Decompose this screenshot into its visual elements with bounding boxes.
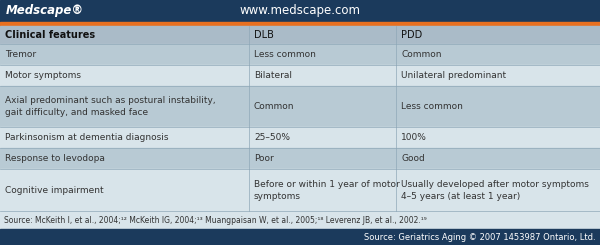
Text: Source: McKeith I, et al., 2004;¹² McKeith IG, 2004;¹³ Muangpaisan W, et al., 20: Source: McKeith I, et al., 2004;¹² McKei…: [4, 216, 427, 224]
Text: Unilateral predominant: Unilateral predominant: [401, 71, 506, 80]
Text: Source: Geriatrics Aging © 2007 1453987 Ontario, Ltd.: Source: Geriatrics Aging © 2007 1453987 …: [364, 233, 596, 242]
Text: Good: Good: [401, 154, 425, 163]
Text: www.medscape.com: www.medscape.com: [239, 4, 361, 17]
Text: Cognitive impairment: Cognitive impairment: [5, 186, 104, 195]
Text: DLB: DLB: [254, 30, 274, 40]
Bar: [0, 26, 600, 44]
Text: Common: Common: [254, 102, 295, 111]
Text: 25–50%: 25–50%: [254, 134, 290, 142]
Text: Parkinsonism at dementia diagnosis: Parkinsonism at dementia diagnosis: [5, 134, 169, 142]
Bar: [0, 0, 600, 22]
Bar: [0, 127, 600, 148]
Bar: [0, 86, 600, 127]
Bar: [0, 65, 600, 86]
Bar: [0, 211, 600, 229]
Text: Less common: Less common: [401, 102, 463, 111]
Text: Tremor: Tremor: [5, 50, 36, 59]
Text: Clinical features: Clinical features: [5, 30, 95, 40]
Bar: [0, 169, 600, 211]
Bar: [0, 22, 600, 26]
Text: 100%: 100%: [401, 134, 427, 142]
Text: Motor symptoms: Motor symptoms: [5, 71, 81, 80]
Text: Bilateral: Bilateral: [254, 71, 292, 80]
Text: Common: Common: [401, 50, 442, 59]
Bar: [0, 229, 600, 245]
Bar: [0, 44, 600, 65]
Text: Less common: Less common: [254, 50, 316, 59]
Text: Usually developed after motor symptoms
4–5 years (at least 1 year): Usually developed after motor symptoms 4…: [401, 180, 589, 200]
Text: PDD: PDD: [401, 30, 422, 40]
Text: Axial predominant such as postural instability,
gait difficulty, and masked face: Axial predominant such as postural insta…: [5, 96, 215, 117]
Text: Before or within 1 year of motor
symptoms: Before or within 1 year of motor symptom…: [254, 180, 400, 200]
Text: Medscape®: Medscape®: [6, 4, 84, 17]
Bar: [0, 148, 600, 169]
Text: Response to levodopa: Response to levodopa: [5, 154, 105, 163]
Text: Poor: Poor: [254, 154, 274, 163]
